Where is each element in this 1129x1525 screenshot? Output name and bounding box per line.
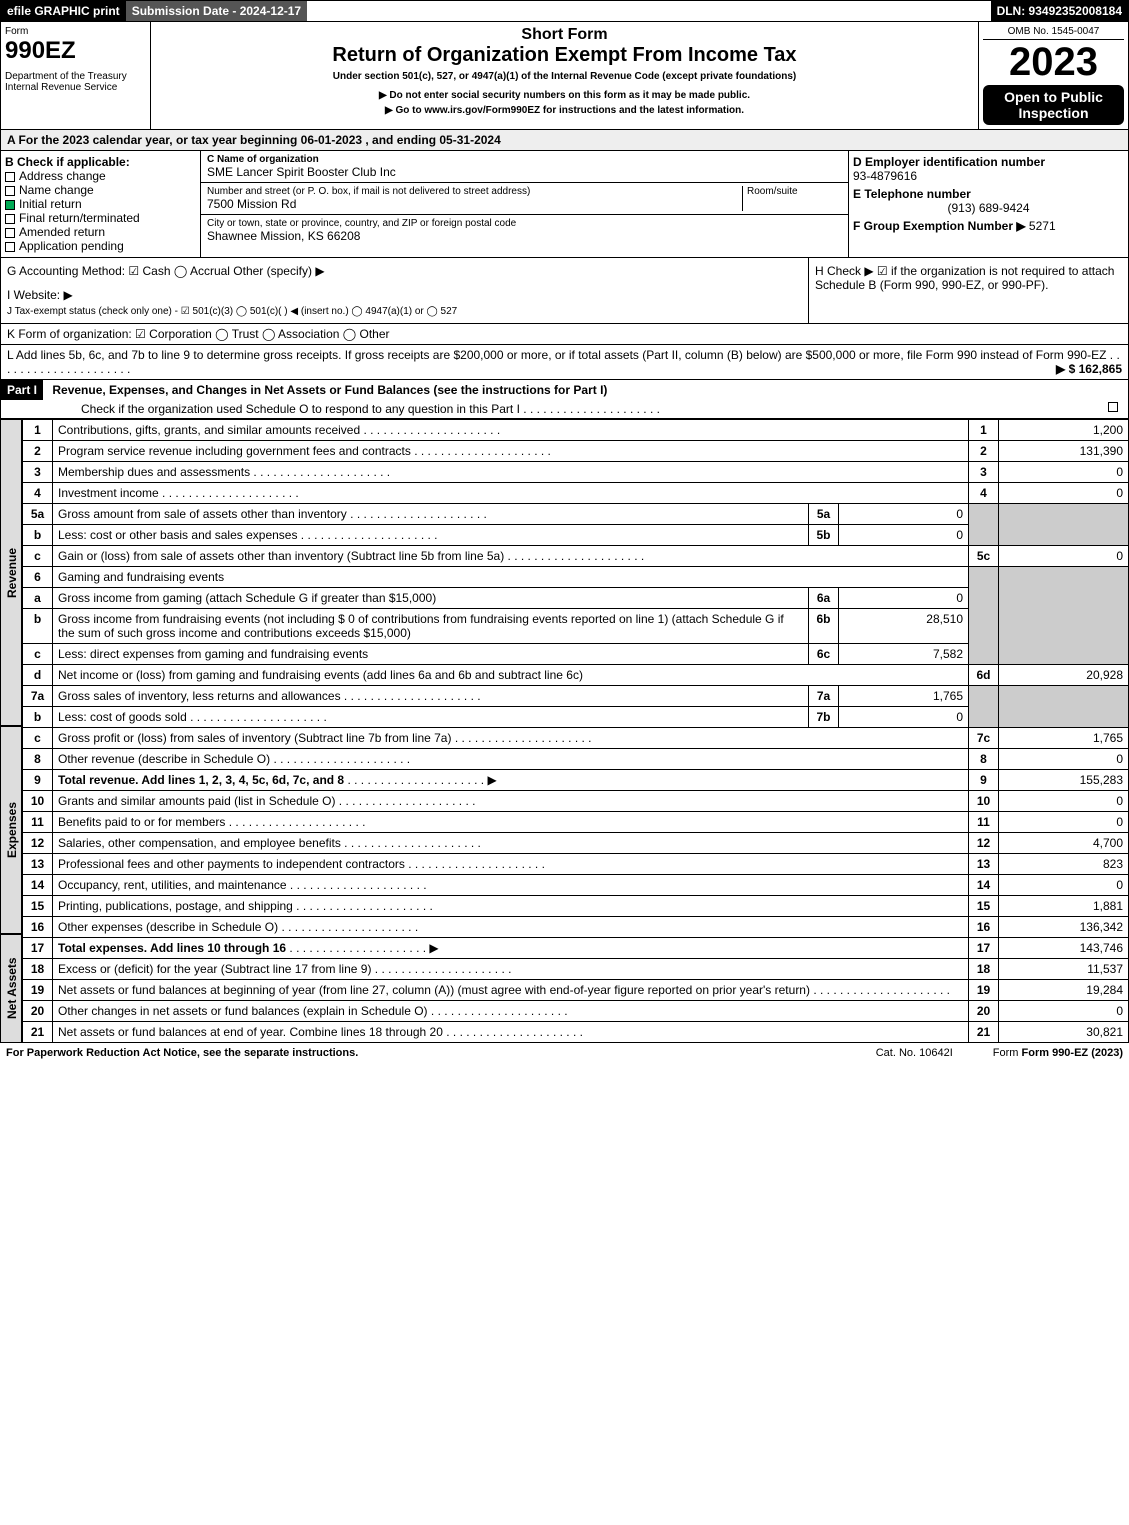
omb-number: OMB No. 1545-0047 (983, 26, 1124, 40)
org-city: Shawnee Mission, KS 66208 (207, 229, 842, 243)
short-form-label: Short Form (155, 26, 974, 44)
check-pending[interactable]: Application pending (5, 239, 196, 253)
dept-label: Department of the Treasury (5, 71, 146, 82)
line-g: G Accounting Method: ☑ Cash ◯ Accrual Ot… (7, 264, 802, 278)
org-address: 7500 Mission Rd (207, 197, 742, 211)
telephone: (913) 689-9424 (853, 201, 1124, 215)
d-label: D Employer identification number (853, 155, 1124, 169)
revenue-tab: Revenue (0, 419, 22, 726)
tax-year: 2023 (983, 40, 1124, 85)
line-k: K Form of organization: ☑ Corporation ◯ … (0, 324, 1129, 345)
check-address[interactable]: Address change (5, 169, 196, 183)
form-ref: Form Form 990-EZ (2023) (993, 1047, 1123, 1059)
line-l: L Add lines 5b, 6c, and 7b to line 9 to … (0, 345, 1129, 380)
line-h: H Check ▶ ☑ if the organization is not r… (808, 258, 1128, 323)
info-section: B Check if applicable: Address change Na… (0, 151, 1129, 258)
part1-check: Check if the organization used Schedule … (1, 400, 1128, 418)
expenses-tab: Expenses (0, 726, 22, 934)
check-final[interactable]: Final return/terminated (5, 211, 196, 225)
title-box: Form 990EZ Department of the Treasury In… (0, 22, 1129, 130)
c-city-label: City or town, state or province, country… (207, 218, 842, 229)
netassets-tab: Net Assets (0, 934, 22, 1043)
ssn-warning: ▶ Do not enter social security numbers o… (155, 90, 974, 101)
efile-label[interactable]: efile GRAPHIC print (1, 1, 126, 21)
check-name[interactable]: Name change (5, 183, 196, 197)
c-name-label: C Name of organization (207, 154, 842, 165)
f-label: F Group Exemption Number ▶ (853, 219, 1026, 233)
main-title: Return of Organization Exempt From Incom… (155, 44, 974, 67)
c-addr-label: Number and street (or P. O. box, if mail… (207, 186, 742, 197)
subtitle: Under section 501(c), 527, or 4947(a)(1)… (155, 71, 974, 82)
form-label: Form (5, 26, 146, 37)
open-public-badge: Open to Public Inspection (983, 85, 1124, 125)
check-amended[interactable]: Amended return (5, 225, 196, 239)
e-label: E Telephone number (853, 187, 1124, 201)
dln: DLN: 93492352008184 (991, 1, 1128, 21)
group-exemption: 5271 (1029, 219, 1056, 233)
pra-notice: For Paperwork Reduction Act Notice, see … (6, 1047, 358, 1059)
footer: For Paperwork Reduction Act Notice, see … (0, 1043, 1129, 1063)
b-label: B Check if applicable: (5, 155, 196, 169)
submission-date: Submission Date - 2024-12-17 (126, 1, 307, 21)
room-suite-label: Room/suite (742, 186, 842, 211)
part1-heading: Revenue, Expenses, and Changes in Net As… (46, 383, 607, 397)
ein: 93-4879616 (853, 169, 1124, 183)
form-number: 990EZ (5, 37, 146, 65)
line-a: A For the 2023 calendar year, or tax yea… (0, 130, 1129, 151)
irs-label: Internal Revenue Service (5, 82, 146, 93)
lines-table: 1Contributions, gifts, grants, and simil… (22, 419, 1129, 1043)
check-initial[interactable]: Initial return (5, 197, 196, 211)
cat-no: Cat. No. 10642I (876, 1047, 953, 1059)
goto-link[interactable]: ▶ Go to www.irs.gov/Form990EZ for instru… (155, 105, 974, 116)
line-i: I Website: ▶ (7, 288, 802, 302)
part1-label: Part I (1, 380, 43, 400)
top-header: efile GRAPHIC print Submission Date - 20… (0, 0, 1129, 22)
line-j: J Tax-exempt status (check only one) - ☑… (7, 306, 802, 317)
org-name: SME Lancer Spirit Booster Club Inc (207, 165, 842, 179)
